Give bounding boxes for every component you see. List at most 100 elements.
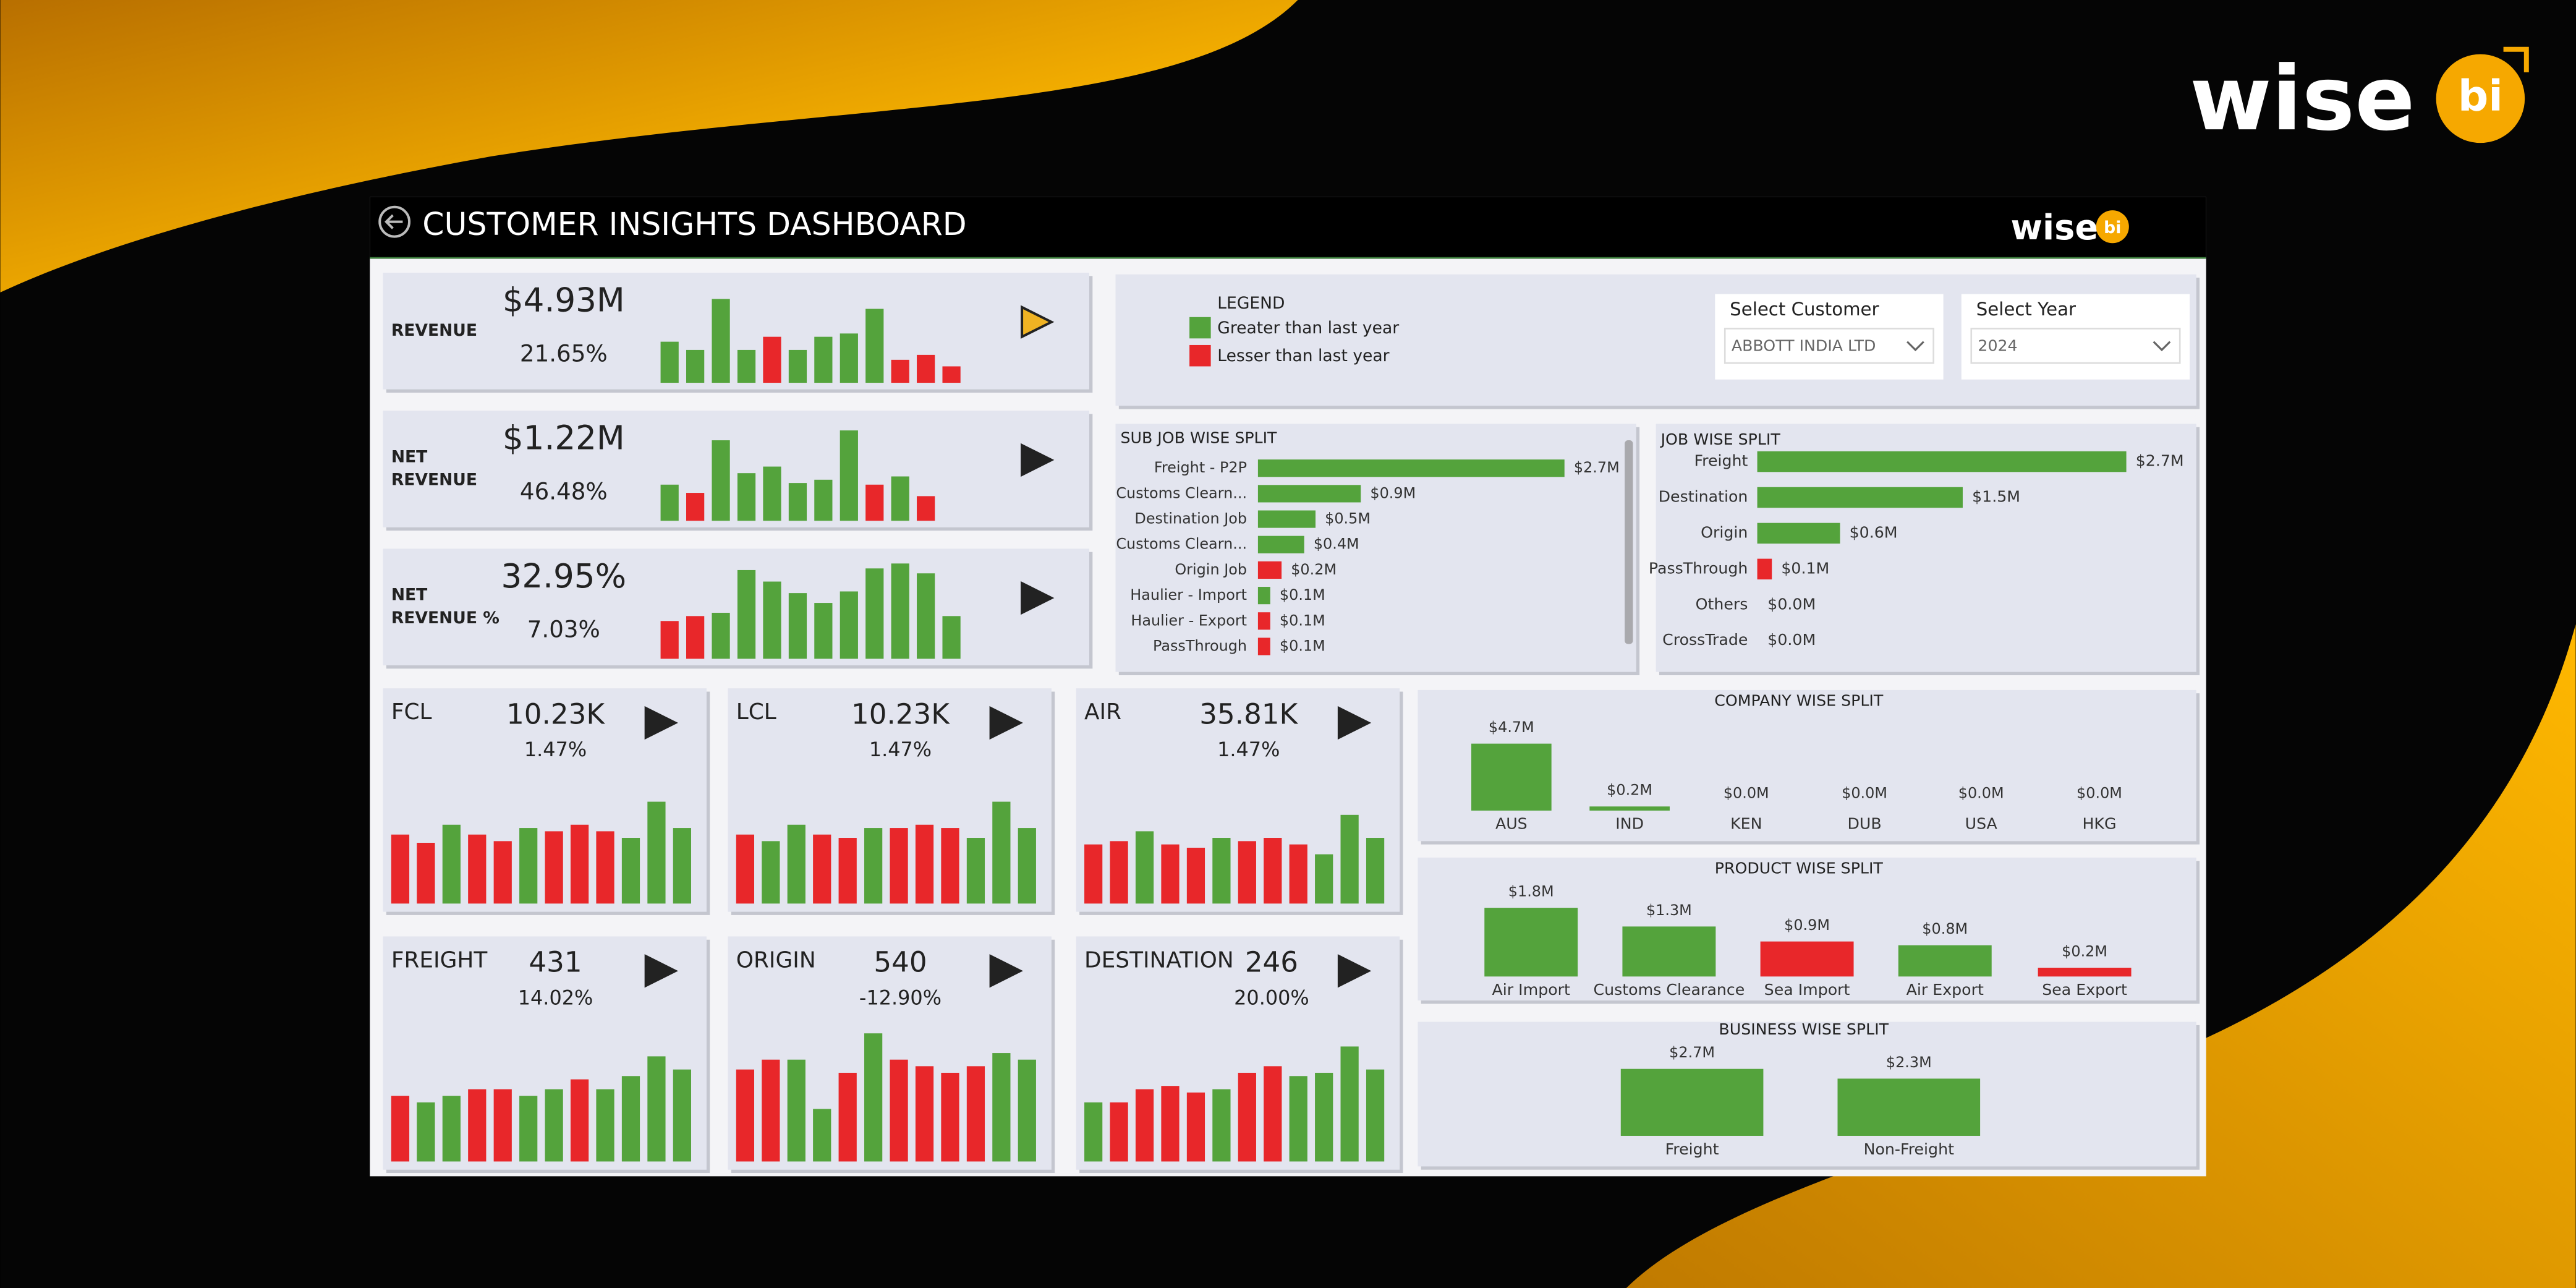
sparkline-bar — [917, 496, 935, 521]
sparkline-bar — [1161, 1086, 1180, 1162]
category-label: PassThrough — [1649, 559, 1748, 577]
bar — [2038, 968, 2132, 977]
sparkline-bar — [891, 359, 909, 383]
header-logo-badge — [2096, 210, 2129, 244]
category-label: KEN — [1730, 815, 1762, 833]
value-label: $0.9M — [1784, 916, 1830, 934]
sparkline-bar — [596, 1089, 614, 1162]
sparkline-bar — [788, 483, 807, 521]
kpi-change: 46.48% — [520, 478, 608, 505]
split-title: SUB JOB WISE SPLIT — [1120, 429, 1277, 446]
category-label: Sea Import — [1764, 981, 1850, 999]
sparkline-bar — [660, 484, 679, 521]
value-label: $0.0M — [1958, 784, 2004, 801]
value-label: $0.0M — [1724, 784, 1769, 801]
value-label: $1.5M — [1972, 488, 2020, 506]
filter-label: Select Customer — [1730, 299, 1879, 320]
metric-value: 10.23K — [851, 697, 950, 730]
dropdown-value: ABBOTT INDIA LTD — [1732, 337, 1876, 355]
dropdown[interactable] — [1724, 328, 1934, 364]
sparkline-bar — [813, 834, 831, 904]
sparkline-bar — [737, 473, 756, 521]
metric-value: 540 — [874, 946, 927, 979]
dropdown-value: 2024 — [1978, 337, 2017, 355]
dropdown[interactable] — [1970, 328, 2181, 364]
play-button[interactable] — [989, 954, 1023, 988]
value-label: $0.9M — [1370, 484, 1416, 501]
sparkline-bar — [966, 1066, 985, 1162]
sparkline-bar — [762, 841, 780, 904]
bar — [1471, 743, 1552, 811]
sparkline-bar — [1135, 831, 1154, 904]
sparkline-bar — [570, 824, 589, 904]
sparkline-bar — [712, 440, 730, 521]
kpi-change: 7.03% — [527, 616, 600, 643]
value-label: $0.0M — [1767, 631, 1816, 649]
kpi-label: REVENUE — [391, 321, 477, 340]
split-title: BUSINESS WISE SPLIT — [1719, 1020, 1889, 1038]
play-button[interactable] — [1021, 305, 1055, 339]
sparkline-bar — [864, 828, 883, 904]
back-button[interactable] — [378, 205, 411, 238]
sparkline-bar — [838, 1072, 857, 1162]
sparkline-bar — [1161, 844, 1180, 904]
sparkline-bar — [840, 430, 858, 521]
play-button[interactable] — [989, 706, 1023, 740]
value-label: $2.7M — [1669, 1044, 1715, 1061]
sparkline-bar — [686, 349, 705, 383]
play-button[interactable] — [1337, 706, 1372, 740]
sparkline-bar — [660, 621, 679, 659]
play-button[interactable] — [1337, 954, 1372, 988]
metric-change: 1.47% — [524, 738, 587, 761]
sparkline-bar — [1238, 841, 1256, 904]
value-label: $4.7M — [1489, 719, 1534, 736]
bar — [1257, 612, 1270, 630]
bar — [1589, 806, 1670, 811]
sparkline-bar — [763, 581, 781, 659]
metric-value: 10.23K — [506, 697, 605, 730]
sparkline-bar — [621, 838, 640, 904]
sparkline-bar — [1186, 847, 1205, 904]
sparkline-bar — [788, 349, 807, 383]
kpi-card — [383, 548, 1090, 666]
sparkline-bar — [814, 336, 833, 383]
bar — [1257, 638, 1270, 655]
metric-label: FREIGHT — [391, 947, 488, 973]
sparkline-bar — [647, 801, 666, 904]
category-label: Air Export — [1906, 981, 1984, 999]
bar — [1620, 1068, 1764, 1136]
sparkline-bar — [1315, 1072, 1333, 1162]
sparkline-bar — [1018, 828, 1036, 904]
value-label: $0.0M — [2077, 784, 2122, 801]
sparkline-bar — [915, 824, 934, 904]
sparkline-bar — [915, 1066, 934, 1162]
play-button[interactable] — [1021, 443, 1055, 477]
legend-label: Greater than last year — [1217, 318, 1399, 338]
play-button[interactable] — [644, 954, 678, 988]
sparkline-bar — [468, 834, 487, 904]
kpi-change: 21.65% — [520, 339, 608, 367]
category-label: HKG — [2082, 815, 2116, 833]
category-label: Others — [1696, 595, 1748, 613]
sparkline-bar — [391, 1096, 410, 1162]
sparkline-bar — [391, 834, 410, 904]
sparkline-bar — [686, 493, 705, 521]
play-button[interactable] — [644, 706, 678, 740]
sparkline-bar — [647, 1056, 666, 1162]
metric-value: 35.81K — [1199, 697, 1298, 730]
header-bar — [370, 197, 2206, 258]
category-label: Non-Freight — [1864, 1140, 1954, 1158]
sparkline-bar — [1264, 838, 1282, 904]
sparkline-bar — [673, 828, 691, 904]
scrollbar[interactable] — [1625, 440, 1633, 644]
sparkline-bar — [890, 1059, 908, 1162]
sparkline-bar — [545, 831, 563, 904]
metric-value: 246 — [1245, 946, 1298, 979]
value-label: $0.1M — [1280, 637, 1325, 654]
bar — [1757, 451, 2127, 472]
play-button[interactable] — [1021, 581, 1055, 615]
split-card — [1418, 1021, 2196, 1167]
category-label: AUS — [1495, 815, 1528, 833]
sparkline-bar — [712, 613, 730, 659]
value-label: $0.4M — [1314, 535, 1359, 553]
